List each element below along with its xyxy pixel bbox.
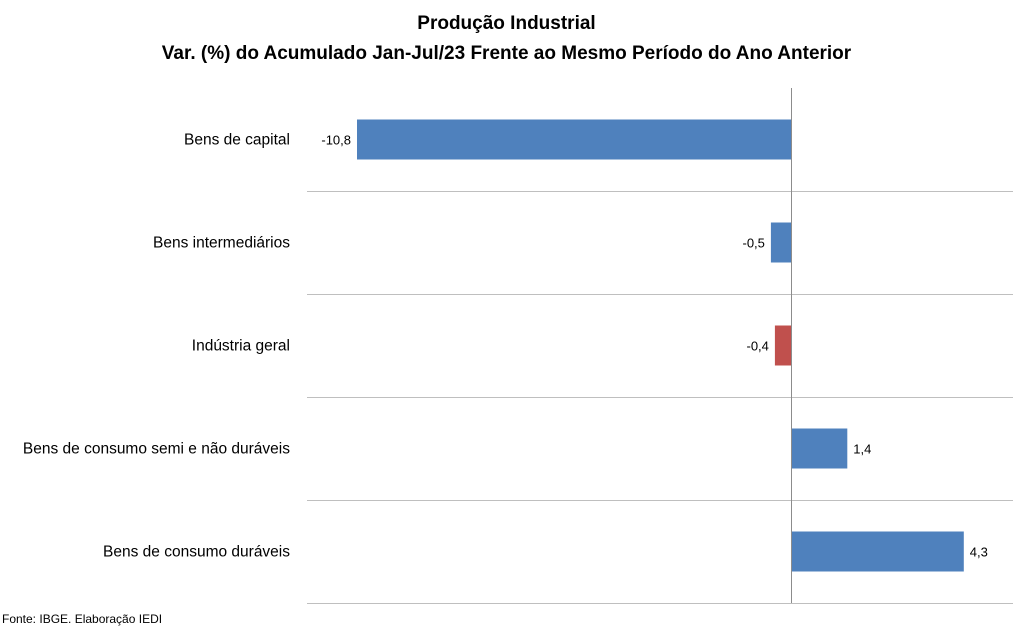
- bar: [770, 222, 791, 263]
- bar: [791, 531, 964, 572]
- data-label: -0,5: [742, 236, 764, 251]
- bar: [791, 428, 848, 469]
- category-label: Bens de consumo semi e não duráveis: [23, 441, 290, 458]
- bar: [357, 119, 791, 160]
- bar: [774, 325, 791, 366]
- chart-subtitle: Var. (%) do Acumulado Jan-Jul/23 Frente …: [161, 43, 852, 64]
- source-note: Fonte: IBGE. Elaboração IEDI: [2, 612, 163, 626]
- category-label: Bens intermediários: [153, 235, 290, 252]
- category-label: Indústria geral: [192, 338, 290, 355]
- data-label: -10,8: [321, 133, 351, 148]
- chart-title: Produção Industrial: [417, 13, 596, 34]
- data-label: -0,4: [746, 339, 768, 354]
- category-label: Bens de consumo duráveis: [103, 544, 290, 561]
- data-label: 1,4: [853, 442, 871, 457]
- category-label: Bens de capital: [184, 132, 290, 149]
- data-label: 4,3: [970, 545, 988, 560]
